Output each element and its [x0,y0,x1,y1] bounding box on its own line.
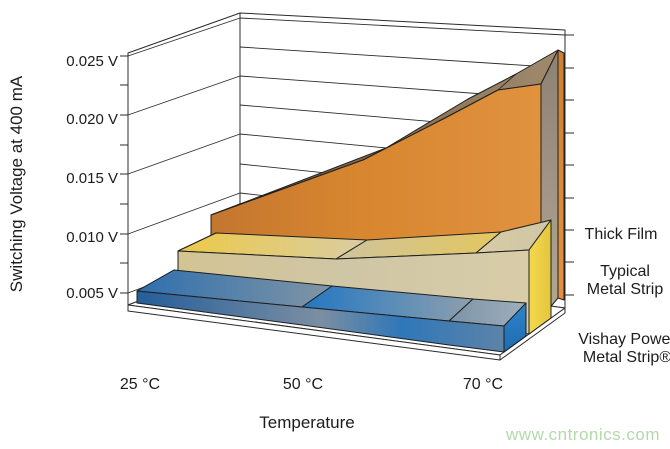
left-axis-ticks [120,55,128,294]
thick-film-divider-70c [497,73,517,91]
watermark-text: www.cntronics.com [505,425,660,444]
vishay-east-cap [503,302,527,353]
x-axis-tick-labels: 25 °C 50 °C 70 °C [120,376,503,393]
ribbon-vishay-metal-strip [136,269,527,353]
series-label-typical-line2: Metal Strip [587,281,664,298]
series-label-typical-line1: Typical [600,263,650,280]
y-tick-0005: 0.005 V [66,285,118,302]
y-tick-0025: 0.025 V [66,53,118,70]
y-tick-0015: 0.015 V [66,170,118,187]
x-tick-50c: 50 °C [283,376,323,393]
y-tick-0020: 0.020 V [66,111,118,128]
thick-film-east-cap-outer [557,49,565,301]
series-label-vishay-line1: Vishay Power [578,331,670,348]
y-axis-tick-labels: 0.025 V 0.020 V 0.015 V 0.010 V 0.005 V [66,53,118,302]
x-tick-70c: 70 °C [463,376,503,393]
x-axis-title: Temperature [259,413,354,432]
y-tick-0010: 0.010 V [66,229,118,246]
series-label-vishay-line2: Metal Strip® [583,349,670,366]
x-tick-25c: 25 °C [120,376,160,393]
right-axis-ticks [565,34,574,296]
thick-film-divider-50c [362,147,387,161]
typical-east-cap [528,219,552,335]
series-labels: Thick Film Typical Metal Strip Vishay Po… [578,226,670,366]
series-label-thick-film: Thick Film [585,226,658,243]
y-axis-title: Switching Voltage at 400 mA [7,75,26,292]
